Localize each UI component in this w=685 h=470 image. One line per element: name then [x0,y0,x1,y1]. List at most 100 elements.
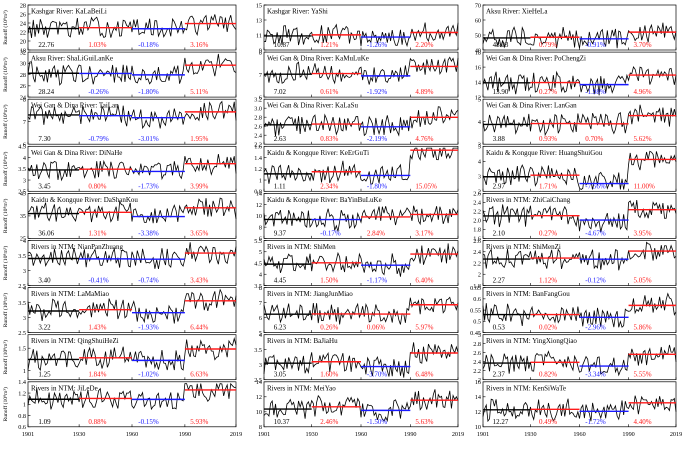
y-tick-label: 3 [478,142,481,149]
y-axis-label: Runoff (10⁸m³) [2,387,9,422]
period-1-change-label: 1.21% [320,41,338,49]
chart-panel-4: 24 26 28 30 32 Aksu River: ShaLiGuiLanKe 28.24… [2,49,237,101]
y-tick-label: 7 [259,72,262,79]
period-2-change-label: -7.56% [585,182,606,190]
y-tick-label: 7 [259,300,262,307]
period-3-change-label: 5.55% [634,371,652,379]
y-tick-label: 5.5 [254,238,262,245]
chart-panel-1: 18 20 22 24 26 28 Kashgar River: KaLaBeiLi 22.7… [2,2,237,54]
period-2-change-label: -1.50% [367,418,388,426]
base-mean-label: 9.37 [274,229,287,237]
y-tick-label: 28 [20,72,26,79]
x-tick-label: 1960 [573,431,585,438]
y-tick-label: 18 [20,47,26,54]
y-tick-label: 22 [20,29,26,36]
period-1-change-label: 0.27% [539,88,557,96]
period-2-change-label: 0.06% [367,324,385,332]
panel-title: Kaidu & Kongque River: HuangShuiGou [486,149,603,157]
y-axis-label: Runoff (10⁸m³) [2,199,9,234]
y-tick-label: 1.2 [18,390,26,397]
y-tick-label: 45 [20,191,26,198]
runoff-series-line [482,65,677,96]
runoff-series-line [482,344,677,377]
y-tick-label: 2.6 [473,238,481,245]
period-1-change-label: 1.50% [320,277,338,285]
chart-panel-21: 0.45 0.5 0.55 0.6 0.65 Rivers in NTM: BanFang… [470,285,677,337]
base-mean-label: 7.02 [274,88,287,96]
y-axis-label: Runoff (10⁸m³) [2,246,9,281]
period-1-change-label: 0.26% [320,324,338,332]
period-2-change-label: -4.67% [585,229,606,237]
y-tick-label: 2.5 [18,189,26,196]
period-1-change-label: -0.79% [88,135,109,143]
chart-panel-13: 25 35 45 Kaidu & Kongque River: DaShanKou 36… [2,191,237,243]
y-tick-label: 2.5 [254,377,262,384]
y-tick-label: 2.2 [473,260,481,267]
y-tick-label: 2.4 [473,359,481,366]
panel-title: Wei Gan & Dina River: TaiLan [31,102,119,110]
y-axis-label: Runoff (10⁸m³) [2,340,9,375]
x-tick-label: 2019 [230,431,242,438]
period-2-change-label: -0.91% [585,41,606,49]
base-mean-label: 28.24 [38,88,54,96]
period-2-change-label: -1.80% [138,88,159,96]
y-tick-label: 10 [256,213,262,220]
period-3-change-label: 2.20% [415,41,433,49]
panel-title: Aksu River: ShaLiGuiLanKe [31,55,113,63]
y-tick-label: 1 [259,177,262,184]
x-tick-label: 1901 [22,431,34,438]
plot-frame [482,240,677,286]
chart-panel-16: 2.5 3 3.5 4 Rivers in NTM: NianPanZhuang 3.40… [2,238,237,290]
chart-panel-8: 2.2 2.4 2.6 2.8 3.0 3.2 Wei Gan & Dina River: … [254,97,459,149]
y-tick-label: 14 [256,191,262,198]
period-3-change-label: 5.62% [634,135,652,143]
y-tick-label: 0.5 [473,319,481,326]
runoff-series-line [27,53,237,86]
panel-title: Rivers in NTM: ZhiCaiChang [486,196,571,204]
panel-title: Rivers in NTM: QingShuiHeZi [31,337,119,345]
y-tick-label: 3.5 [18,166,26,173]
panel-title: Kaidu & Kongque River: DaShanKou [31,196,138,204]
base-mean-label: 36.06 [38,229,54,237]
base-mean-label: 2.10 [493,229,506,237]
y-tick-label: 2.2 [473,368,481,375]
period-1-change-label: 0.27% [539,229,557,237]
chart-panel-6: 12 14 16 18 Wei Gan & Dina River: PoChengZi 1… [475,49,677,101]
chart-panel-17: 3.5 4 4.5 5 5.5 Rivers in NTM: ShiMen 4.45 1.50… [254,238,459,290]
y-tick-label: 9 [259,47,262,54]
y-tick-label: 4 [23,238,26,245]
chart-panel-9: 3 4 5 Wei Gan & Dina River: LanGan 3.88 0.93%… [478,97,677,149]
runoff-series-line [27,288,237,324]
period-3-change-label: 3.16% [190,41,208,49]
y-tick-label: 3 [23,315,26,322]
y-tick-label: 12 [475,94,481,101]
chart-panel-11: 0.8 1 1.2 1.4 1.6 Kaidu & Kongque River: KeEr… [254,144,459,196]
y-tick-label: 20 [20,38,26,45]
panel-title: Wei Gan & Dina River: PoChengZi [486,55,586,63]
period-2-change-label: -3.34% [585,371,606,379]
y-tick-label: 0.8 [254,189,262,196]
y-tick-label: 1.6 [473,236,481,243]
chart-panel-19: 2.5 3 3.5 4 Rivers in NTM: LaMaMiao 3.22 1.43%… [2,285,237,337]
runoff-series-line [27,242,237,270]
plot-frame [482,4,677,51]
chart-panel-10: 2.5 3 3.5 4 4.5 Wei Gan & Dina River: DiNaHe 3… [2,144,237,196]
y-tick-label: 4 [23,285,26,292]
panel-title: Rivers in NTM: BaJiaHu [267,337,338,345]
runoff-series-line [27,153,237,182]
period-3-change-label: 5.63% [415,418,433,426]
runoff-series-line [27,14,237,39]
period-3-change-label: 3.95% [634,229,652,237]
runoff-series-line [27,382,237,411]
x-tick-label: 1901 [258,431,270,438]
y-tick-label: 2 [478,377,481,384]
period-2-change-label: -3.01% [138,135,159,143]
panel-title: Rivers in NTM: JiLeDe [31,384,98,392]
y-tick-label: 5 [478,144,481,151]
panel-title: Rivers in NTM: YingXiongQiao [486,337,577,345]
y-tick-label: 3 [478,332,481,339]
chart-panel-24: 2 2.2 2.4 2.6 2.8 3 Rivers in NTM: YingXiongQi… [473,332,677,384]
y-axis-label: Runoff (10⁸m³) [2,104,9,139]
period-2-change-label: -3.70% [367,371,388,379]
